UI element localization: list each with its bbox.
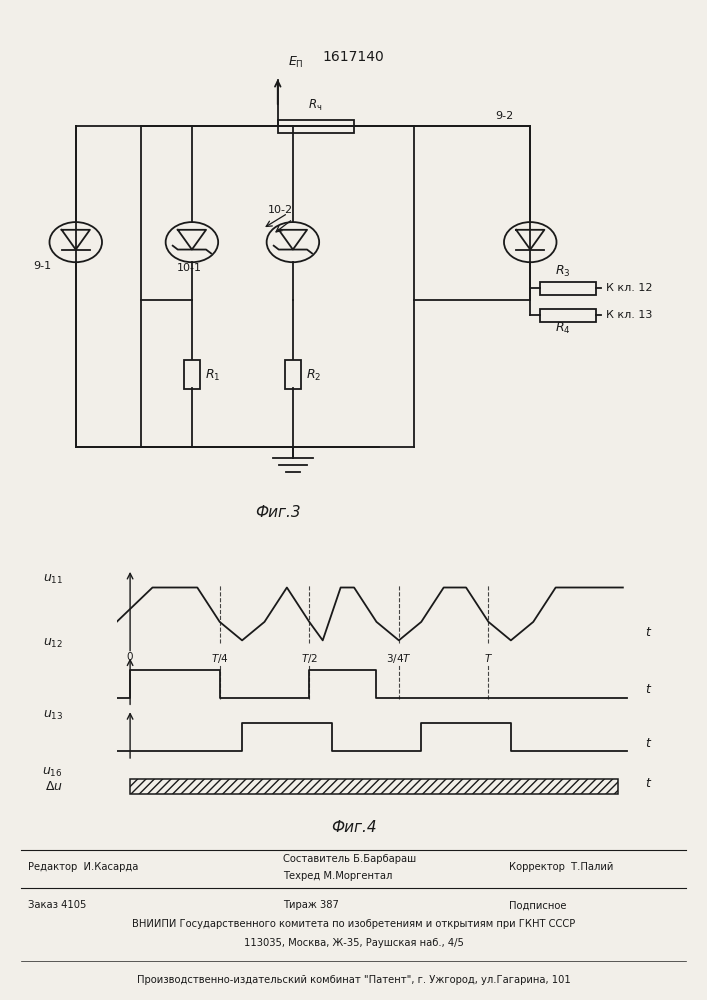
Bar (540, 282, 596, 295)
Text: $u_{12}$: $u_{12}$ (43, 636, 63, 650)
Text: $t$: $t$ (645, 683, 653, 696)
Text: $\Delta u$: $\Delta u$ (45, 780, 63, 793)
Text: Редактор  И.Касарда: Редактор И.Касарда (28, 862, 139, 872)
Text: $u_{11}$: $u_{11}$ (42, 573, 63, 586)
Text: $T/4$: $T/4$ (211, 652, 228, 665)
Text: $R_4$: $R_4$ (555, 321, 571, 336)
Bar (540, 309, 596, 322)
Text: 0: 0 (127, 652, 134, 662)
Text: К кл. 13: К кл. 13 (606, 310, 653, 320)
Text: $u_{16}$: $u_{16}$ (42, 766, 63, 779)
Text: 1617140: 1617140 (322, 50, 385, 64)
Text: 113035, Москва, Ж-35, Раушская наб., 4/5: 113035, Москва, Ж-35, Раушская наб., 4/5 (244, 938, 463, 948)
Bar (184, 360, 200, 389)
Text: Тираж 387: Тираж 387 (283, 900, 339, 910)
Text: Заказ 4105: Заказ 4105 (28, 900, 87, 910)
Text: 10-2: 10-2 (268, 205, 293, 215)
Text: Подписное: Подписное (509, 900, 566, 910)
Text: $R_3$: $R_3$ (555, 264, 571, 279)
Text: $R_{\rm ч}$: $R_{\rm ч}$ (308, 98, 323, 113)
Text: Фиг.3: Фиг.3 (255, 505, 300, 520)
Text: $t$: $t$ (645, 626, 653, 639)
Text: 9-1: 9-1 (33, 261, 51, 271)
Text: Техред М.Моргентал: Техред М.Моргентал (283, 871, 392, 881)
Text: Фиг.4: Фиг.4 (331, 820, 376, 835)
Bar (130, 779, 619, 794)
Text: $t$: $t$ (645, 777, 653, 790)
Text: ВНИИПИ Государственного комитета по изобретениям и открытиям при ГКНТ СССР: ВНИИПИ Государственного комитета по изоб… (132, 919, 575, 929)
Text: $E_{\Pi}$: $E_{\Pi}$ (288, 55, 303, 70)
Text: 9-2: 9-2 (495, 111, 513, 121)
Text: $T$: $T$ (484, 652, 493, 664)
Text: Корректор  Т.Палий: Корректор Т.Палий (509, 862, 614, 872)
Text: Составитель Б.Барбараш: Составитель Б.Барбараш (283, 854, 416, 864)
Text: $R_1$: $R_1$ (204, 368, 220, 383)
Text: Производственно-издательский комбинат "Патент", г. Ужгород, ул.Гагарина, 101: Производственно-издательский комбинат "П… (136, 975, 571, 985)
Text: К кл. 12: К кл. 12 (606, 283, 653, 293)
Text: 10-1: 10-1 (177, 263, 201, 273)
Bar (285, 360, 301, 389)
Text: $3/4T$: $3/4T$ (386, 652, 411, 665)
Text: $R_2$: $R_2$ (305, 368, 321, 383)
Text: $T/2$: $T/2$ (300, 652, 317, 665)
Bar (278, 120, 354, 133)
Text: $u_{13}$: $u_{13}$ (42, 709, 63, 722)
Text: $t$: $t$ (645, 737, 653, 750)
